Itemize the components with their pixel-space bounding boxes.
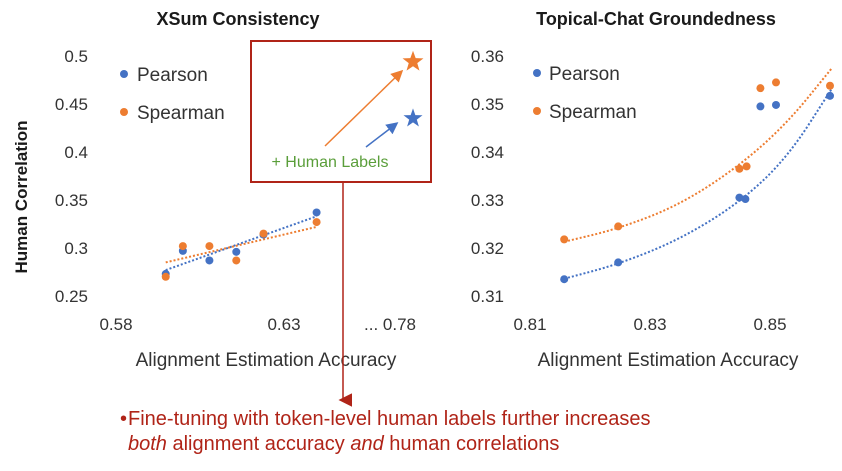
y-axis-label: Human Correlation	[12, 120, 31, 273]
data-point-spearman	[735, 164, 744, 173]
xsum-consistency-chart: XSum Consistency 0.5 0.45 0.4 0.35 0.3 0.25 0…	[55, 9, 432, 407]
x-axis-label: Alignment Estimation Accuracy	[538, 350, 799, 371]
legend-label-spearman: Spearman	[137, 103, 225, 124]
human-labels-annotation: + Human Labels	[272, 154, 389, 171]
y-tick-label: 0.36	[471, 47, 504, 66]
conclusion-note: • Fine-tuning with token-level human lab…	[120, 407, 828, 457]
data-point-spearman	[826, 81, 834, 90]
y-tick-label: 0.33	[471, 191, 504, 210]
trendline-spearman	[165, 225, 317, 264]
data-point-pearson	[614, 258, 623, 267]
data-point-spearman	[161, 272, 170, 281]
data-point-pearson	[560, 275, 569, 284]
data-point-pearson	[741, 195, 750, 204]
topical-chat-groundedness-chart: Topical-Chat Groundedness 0.36 0.35 0.34 0.…	[471, 9, 834, 371]
x-tick-label: 0.81	[513, 315, 546, 334]
data-point-pearson	[735, 193, 744, 202]
note-emphasis-and: and	[350, 433, 384, 455]
data-point-spearman	[742, 162, 751, 171]
legend-marker-pearson	[533, 69, 541, 77]
note-emphasis-both: both	[128, 433, 167, 455]
y-tick-label: 0.4	[64, 143, 88, 162]
y-tick-label: 0.34	[471, 143, 504, 162]
data-point-pearson	[826, 91, 834, 100]
legend-marker-spearman	[533, 107, 541, 115]
y-tick-label: 0.32	[471, 239, 504, 258]
note-text-end: human correlations	[383, 433, 560, 455]
star-point-spearman-human-labels	[402, 50, 424, 71]
data-point-spearman	[312, 218, 321, 227]
note-text-mid: alignment accuracy	[166, 433, 351, 455]
note-bullet: •	[120, 408, 128, 430]
data-point-spearman	[205, 242, 214, 251]
arrow-to-pearson-star	[365, 122, 399, 148]
x-tick-label: 0.63	[267, 315, 300, 334]
legend-marker-spearman	[120, 108, 128, 116]
x-tick-label-break: ... 0.78	[364, 315, 416, 334]
trendline-spearman	[563, 68, 832, 243]
data-point-pearson	[756, 102, 765, 111]
trendline-pearson	[563, 89, 833, 280]
chart-title: Topical-Chat Groundedness	[536, 9, 776, 29]
legend-label-pearson: Pearson	[137, 65, 208, 86]
y-tick-label: 0.5	[64, 47, 88, 66]
data-point-spearman	[259, 229, 268, 238]
y-tick-label: 0.31	[471, 287, 504, 306]
x-tick-label: 0.83	[633, 315, 666, 334]
data-point-spearman	[756, 84, 765, 93]
trendline-pearson	[165, 215, 317, 272]
y-tick-label: 0.25	[55, 287, 88, 306]
legend-marker-pearson	[120, 70, 128, 78]
chart-title: XSum Consistency	[156, 9, 319, 29]
y-tick-label: 0.35	[471, 95, 504, 114]
x-tick-label: 0.85	[753, 315, 786, 334]
x-tick-label: 0.58	[99, 315, 132, 334]
arrow-to-spearman-star	[324, 69, 404, 147]
y-tick-label: 0.35	[55, 191, 88, 210]
data-point-pearson	[205, 256, 214, 265]
human-labels-highlight-box	[250, 40, 432, 183]
data-point-spearman	[178, 242, 187, 251]
note-line-1: Fine-tuning with token-level human label…	[128, 408, 651, 430]
legend-label-pearson: Pearson	[549, 64, 620, 85]
legend-label-spearman: Spearman	[549, 102, 637, 123]
data-point-spearman	[772, 78, 780, 87]
data-point-spearman	[232, 256, 241, 265]
x-axis-label: Alignment Estimation Accuracy	[136, 350, 397, 371]
note-line-2: both alignment accuracy and human correl…	[128, 432, 828, 457]
legend: Pearson Spearman	[120, 65, 225, 124]
data-point-pearson	[772, 100, 780, 109]
star-point-pearson-human-labels	[403, 108, 423, 127]
data-point-spearman	[614, 222, 623, 231]
data-point-spearman	[560, 235, 569, 244]
legend: Pearson Spearman	[533, 64, 637, 123]
y-tick-label: 0.3	[64, 239, 88, 258]
data-point-pearson	[312, 208, 321, 217]
y-tick-label: 0.45	[55, 95, 88, 114]
data-point-pearson	[232, 247, 241, 256]
